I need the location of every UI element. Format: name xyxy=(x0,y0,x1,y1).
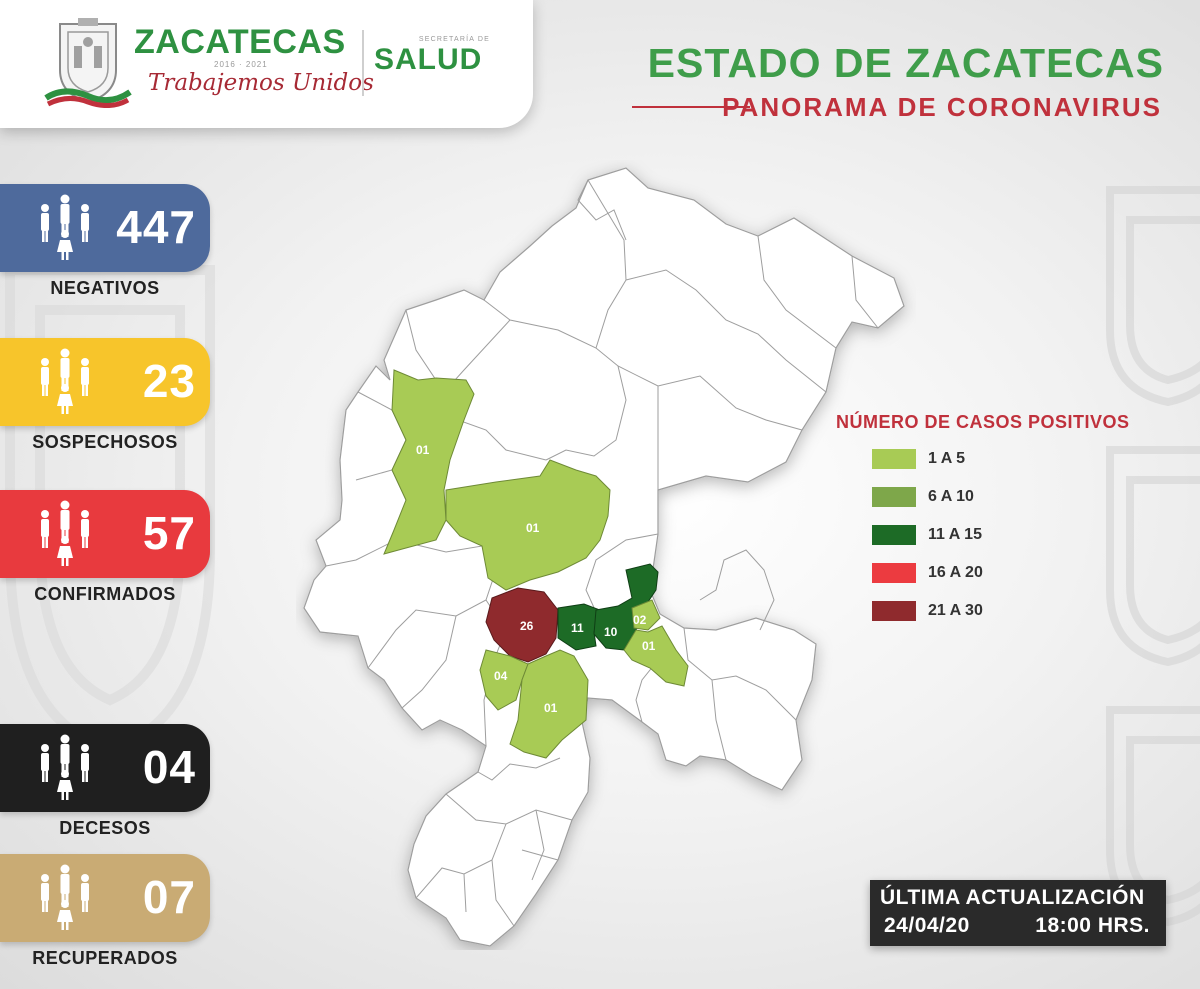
stat-box: 57 xyxy=(0,490,210,578)
legend-item: 6 A 10 xyxy=(836,473,1176,509)
people-icon xyxy=(41,194,89,260)
stat-value: 23 xyxy=(142,355,196,407)
legend-swatch xyxy=(872,563,916,583)
people-icon xyxy=(41,864,89,930)
municipality-fresnillo xyxy=(445,459,611,591)
municipality-east-1 xyxy=(593,563,659,651)
watermark-crest-right-3 xyxy=(1106,706,1200,927)
legend-swatch xyxy=(872,449,916,469)
municipality-labels: 01 01 26 11 10 02 01 04 01 xyxy=(416,443,656,715)
stat-label: CONFIRMADOS xyxy=(34,584,176,604)
legend-item: 1 A 5 xyxy=(836,435,1176,471)
page-subtitle: PANORAMA DE CORONAVIRUS xyxy=(722,92,1162,122)
municipality-east-3 xyxy=(623,625,689,687)
legend-item: 11 A 15 xyxy=(836,511,1176,547)
stat-label: DECESOS xyxy=(59,818,151,838)
municipality-guadalupe xyxy=(557,603,601,651)
legend-swatch xyxy=(872,525,916,545)
brand-name: ZACATECAS xyxy=(134,23,346,61)
municipality-north-west xyxy=(383,369,475,555)
dept-small-label: SECRETARÍA DE xyxy=(418,36,490,43)
municipality-south-2 xyxy=(509,649,589,759)
label-municipality-east-1: 10 xyxy=(604,625,618,639)
page-title: ESTADO DE ZACATECAS xyxy=(647,40,1164,86)
stat-sospechosos: 23 SOSPECHOSOS xyxy=(0,338,210,453)
watermark-crest-right-1 xyxy=(1106,186,1200,407)
stat-value: 04 xyxy=(142,741,196,793)
label-municipality-guadalupe: 11 xyxy=(571,621,584,635)
legend-swatch xyxy=(872,601,916,621)
map-legend: NÚMERO DE CASOS POSITIVOS 1 A 5 6 A 10 1… xyxy=(836,412,1176,623)
label-municipality-fresnillo: 01 xyxy=(526,521,540,535)
stat-value: 447 xyxy=(116,201,196,253)
stat-box: 07 xyxy=(0,854,210,942)
state-crest-icon xyxy=(44,18,132,108)
legend-item: 16 A 20 xyxy=(836,549,1176,585)
stat-label: NEGATIVOS xyxy=(50,278,160,298)
legend-item: 21 A 30 xyxy=(836,587,1176,623)
label-municipality-south-1: 04 xyxy=(494,669,508,683)
stat-label: SOSPECHOSOS xyxy=(32,432,178,452)
people-icon xyxy=(41,348,89,414)
legend-label: 16 A 20 xyxy=(928,564,983,581)
municipality-south-1 xyxy=(479,649,529,711)
legend-title: NÚMERO DE CASOS POSITIVOS xyxy=(836,412,1130,432)
stat-box: 447 xyxy=(0,184,210,272)
legend-label: 1 A 5 xyxy=(928,450,966,467)
stat-value: 57 xyxy=(142,507,196,559)
label-municipality-south-2: 01 xyxy=(544,701,558,715)
label-municipality-east-2: 02 xyxy=(633,613,647,627)
affected-municipalities xyxy=(383,369,689,759)
stat-label: RECUPERADOS xyxy=(32,948,178,968)
last-update-box: ÚLTIMA ACTUALIZACIÓN 24/04/20 18:00 HRS. xyxy=(870,880,1166,946)
stat-value: 07 xyxy=(142,871,196,923)
stat-recuperados: 07 RECUPERADOS xyxy=(0,854,210,969)
brand-motto: Trabajemos Unidos xyxy=(148,70,374,96)
logo-bar: ZACATECAS 2016 · 2021 Trabajemos Unidos … xyxy=(0,0,533,128)
people-icon xyxy=(41,500,89,566)
stat-decesos: 04 DECESOS xyxy=(0,724,210,839)
stat-confirmados: 57 CONFIRMADOS xyxy=(0,490,210,605)
brand-logo: ZACATECAS 2016 · 2021 Trabajemos Unidos xyxy=(134,23,374,108)
label-municipality-zacatecas: 26 xyxy=(520,619,534,633)
stat-negativos: 447 NEGATIVOS xyxy=(0,184,210,299)
legend-label: 6 A 10 xyxy=(928,488,974,505)
dept-name: SALUD xyxy=(374,43,483,76)
legend-label: 11 A 15 xyxy=(928,526,982,543)
last-update-time: 18:00 HRS. xyxy=(1035,914,1150,937)
label-municipality-east-3: 01 xyxy=(642,639,656,653)
subtitle-rule xyxy=(632,106,750,108)
state-outline xyxy=(303,167,905,947)
brand-years: 2016 · 2021 xyxy=(214,60,268,69)
logo-divider xyxy=(362,30,364,96)
municipality-east-2 xyxy=(631,599,661,631)
stat-box: 23 xyxy=(0,338,210,426)
zacatecas-map: 01 01 26 11 10 02 01 04 01 xyxy=(303,167,905,947)
label-municipality-north-west: 01 xyxy=(416,443,430,457)
legend-label: 21 A 30 xyxy=(928,602,983,619)
stat-box: 04 xyxy=(0,724,210,812)
watermark-crest-right-2 xyxy=(1106,446,1200,667)
health-dept-logo: SECRETARÍA DE SALUD xyxy=(374,36,494,77)
people-icon xyxy=(41,734,89,800)
last-update-date: 24/04/20 xyxy=(884,914,970,937)
legend-swatch xyxy=(872,487,916,507)
last-update-title: ÚLTIMA ACTUALIZACIÓN xyxy=(880,886,1145,909)
municipality-zacatecas xyxy=(485,587,559,663)
